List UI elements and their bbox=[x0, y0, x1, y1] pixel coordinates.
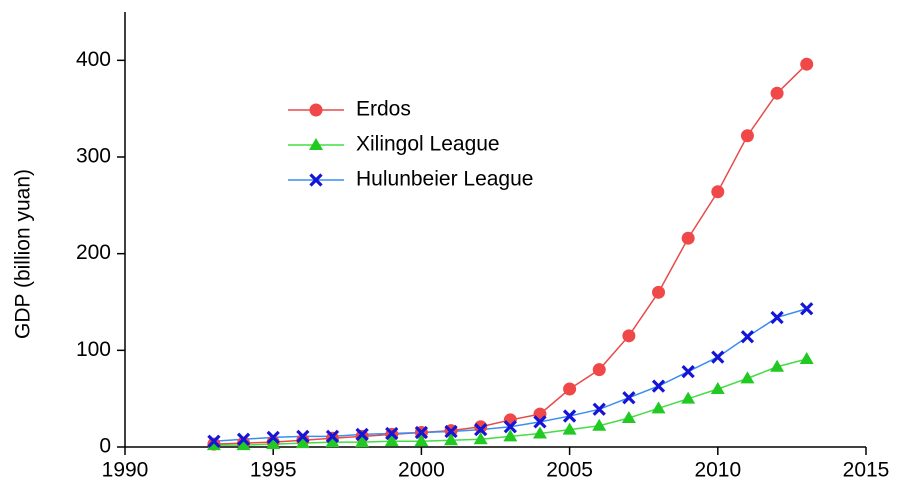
legend-label: Erdos bbox=[356, 98, 411, 121]
marker bbox=[800, 302, 814, 316]
marker bbox=[651, 379, 666, 393]
marker bbox=[770, 86, 784, 100]
x-tick-label: 2015 bbox=[843, 459, 890, 482]
marker bbox=[562, 422, 577, 435]
marker bbox=[385, 426, 399, 441]
y-axis-label: GDP (billion yuan) bbox=[12, 169, 35, 339]
marker bbox=[711, 185, 725, 199]
marker bbox=[652, 285, 666, 299]
marker bbox=[533, 415, 547, 429]
marker bbox=[800, 57, 814, 71]
x-tick-label: 1990 bbox=[102, 459, 149, 482]
marker bbox=[562, 409, 577, 423]
marker bbox=[621, 411, 636, 423]
marker bbox=[355, 435, 370, 448]
marker bbox=[740, 129, 754, 143]
marker bbox=[266, 437, 281, 450]
marker bbox=[532, 426, 547, 439]
marker bbox=[770, 359, 785, 372]
x-tick-label: 2000 bbox=[398, 459, 445, 482]
marker bbox=[384, 434, 399, 447]
marker bbox=[592, 418, 607, 431]
marker bbox=[236, 432, 251, 446]
legend-label: Xilingol League bbox=[356, 133, 500, 156]
marker bbox=[622, 329, 636, 343]
y-tick-label: 100 bbox=[76, 338, 111, 361]
marker bbox=[296, 429, 310, 443]
marker bbox=[207, 434, 221, 448]
marker bbox=[592, 402, 606, 416]
legend-marker bbox=[309, 173, 323, 187]
x-tick-label: 1995 bbox=[250, 459, 297, 482]
marker bbox=[474, 420, 488, 434]
marker bbox=[770, 310, 784, 325]
marker bbox=[799, 352, 814, 365]
marker bbox=[710, 382, 725, 394]
marker bbox=[503, 429, 518, 442]
marker bbox=[681, 391, 696, 404]
marker bbox=[651, 401, 666, 414]
y-tick-label: 400 bbox=[76, 48, 111, 71]
y-tick-label: 300 bbox=[76, 145, 111, 168]
marker bbox=[414, 425, 429, 440]
y-tick-label: 0 bbox=[99, 435, 111, 458]
marker bbox=[236, 438, 251, 451]
marker bbox=[444, 424, 458, 439]
marker bbox=[444, 433, 459, 446]
marker bbox=[740, 330, 755, 344]
legend-marker bbox=[309, 103, 323, 117]
x-tick-label: 2005 bbox=[546, 459, 593, 482]
marker bbox=[206, 438, 221, 451]
marker bbox=[592, 363, 606, 377]
marker bbox=[681, 231, 695, 245]
x-tick-label: 2010 bbox=[694, 459, 741, 482]
marker bbox=[266, 430, 280, 444]
y-tick-label: 200 bbox=[76, 241, 111, 264]
legend-marker bbox=[309, 138, 323, 150]
marker bbox=[355, 427, 369, 442]
marker bbox=[414, 434, 429, 447]
marker bbox=[325, 435, 340, 448]
marker bbox=[503, 420, 517, 434]
marker bbox=[474, 422, 488, 437]
marker bbox=[740, 371, 755, 384]
marker bbox=[681, 364, 695, 379]
marker bbox=[473, 432, 488, 445]
marker bbox=[563, 382, 577, 396]
marker bbox=[622, 391, 636, 405]
marker bbox=[295, 436, 310, 449]
marker bbox=[325, 429, 340, 443]
legend-label: Hulunbeier League bbox=[356, 168, 533, 191]
marker bbox=[711, 350, 725, 364]
